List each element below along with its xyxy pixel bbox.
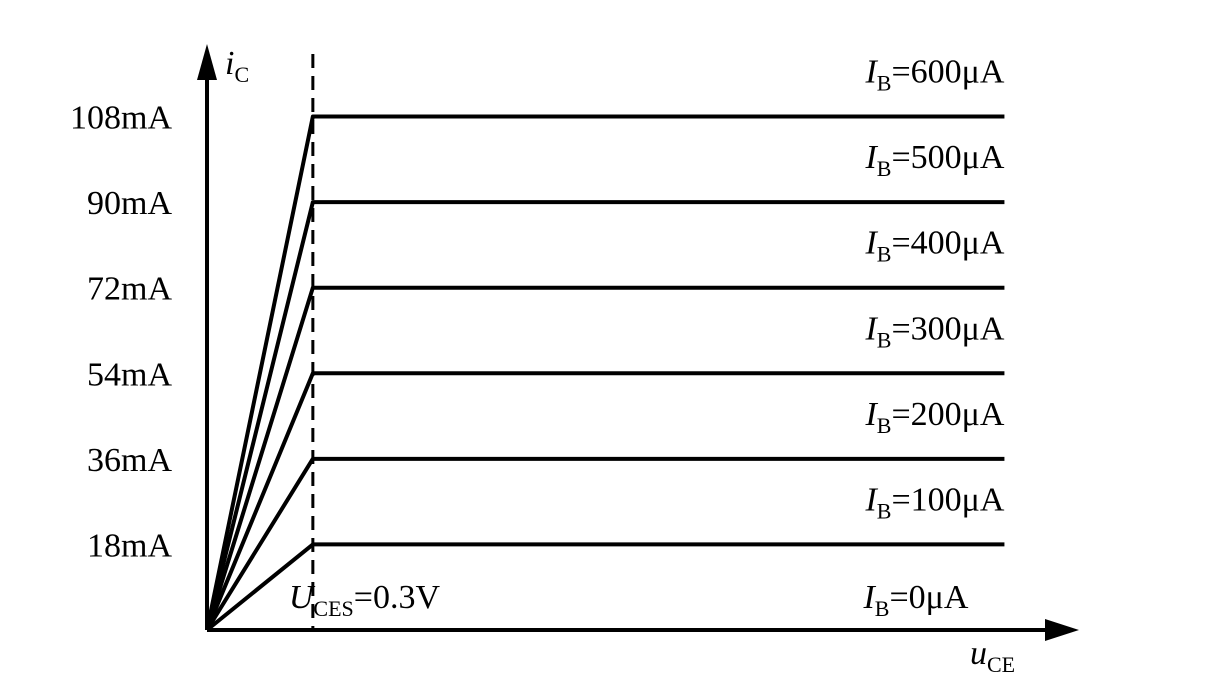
y-tick-label: 108mA: [70, 100, 172, 137]
x-axis-label-main: u: [970, 635, 987, 672]
annotation-rest: =0.3V: [354, 579, 441, 616]
series-label-symbol: I: [864, 310, 878, 347]
y-tick-label: 18mA: [87, 527, 172, 564]
series-label-sub: B: [877, 242, 892, 267]
y-tick-label: 90mA: [87, 185, 172, 222]
x-axis-arrow: [1045, 619, 1079, 641]
series-label-sub: B: [877, 71, 892, 96]
y-axis-label: iC: [225, 45, 249, 87]
x-axis-label-sub: CE: [987, 652, 1015, 677]
series-label-sub: B: [877, 156, 892, 181]
series-label-sub: B: [877, 327, 892, 352]
series-line: [205, 542, 1005, 632]
series-label-symbol: I: [864, 396, 878, 433]
series-label-symbol: I: [864, 481, 878, 518]
y-axis-label-main: i: [225, 45, 234, 82]
series-label-name: =400μA: [891, 225, 1004, 262]
series-label-symbol: I: [864, 225, 878, 262]
y-axis-arrow: [197, 44, 217, 80]
annotation-main: U: [289, 579, 316, 616]
series-label-name: =500μA: [891, 139, 1004, 176]
series-label-name: =0μA: [889, 579, 968, 616]
y-tick-label: 54mA: [87, 356, 172, 393]
series-line: [205, 456, 1005, 632]
series-label-name: =300μA: [891, 310, 1004, 347]
series-label: IB=600μA: [864, 54, 1004, 96]
y-tick-label: 36mA: [87, 442, 172, 479]
series-line: [205, 200, 1005, 631]
series-line: [205, 285, 1005, 631]
series-label-sub: B: [875, 596, 890, 621]
series-label-name: =100μA: [891, 481, 1004, 518]
y-tick-label: 72mA: [87, 271, 172, 308]
series-label-sub: B: [877, 413, 892, 438]
series-label: IB=300μA: [864, 310, 1004, 352]
series-label-symbol: I: [864, 54, 878, 91]
series-label-name: =200μA: [891, 396, 1004, 433]
series-label-name: =600μA: [891, 54, 1004, 91]
x-axis-label: uCE: [970, 635, 1015, 677]
series-label: IB=100μA: [864, 481, 1004, 523]
y-axis-label-sub: C: [234, 62, 249, 87]
annotation: UCES=0.3V: [289, 579, 441, 621]
series-label: IB=0μA: [862, 579, 968, 621]
series-label-symbol: I: [862, 579, 876, 616]
annotation-sub: CES: [313, 596, 353, 621]
series-line: [205, 371, 1005, 631]
series-line: [205, 114, 1005, 631]
series-label: IB=200μA: [864, 396, 1004, 438]
series-label: IB=400μA: [864, 225, 1004, 267]
series-label: IB=500μA: [864, 139, 1004, 181]
series-label-symbol: I: [864, 139, 878, 176]
series-label-sub: B: [877, 498, 892, 523]
